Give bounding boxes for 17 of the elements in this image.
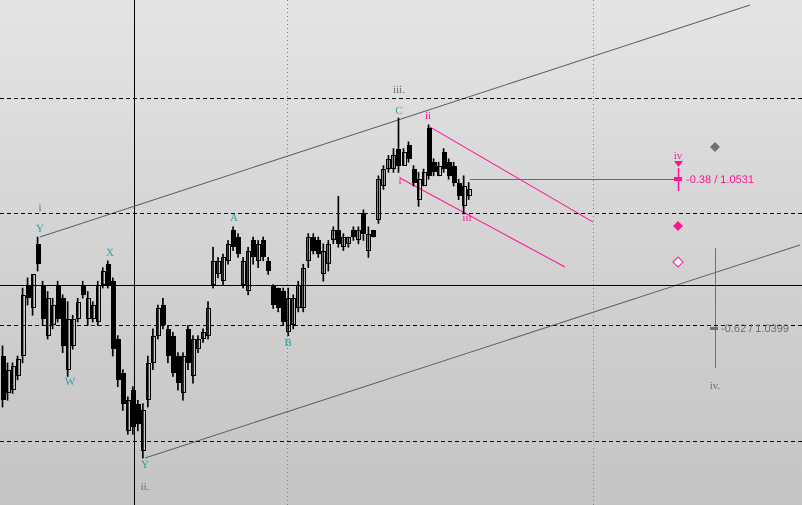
annotation: B [284,336,292,349]
annotation: ii [424,110,432,122]
annotation: W [64,376,76,388]
annotation: A [230,212,238,224]
annotation: i [38,202,42,214]
annotation: X [106,246,114,259]
annotation: -0.38 / 1.0531 [686,174,754,186]
annotation: -0.62 / 1.0399 [721,323,789,336]
text: ii. [140,480,150,493]
text: Y [141,458,150,471]
text: iii. [393,84,406,96]
text: C [395,104,403,117]
annotation: i [398,174,402,187]
annotation: iii [462,212,472,224]
annotation: iv. [710,380,721,392]
annotation: Y [36,222,44,235]
annotation: iv [674,150,683,162]
